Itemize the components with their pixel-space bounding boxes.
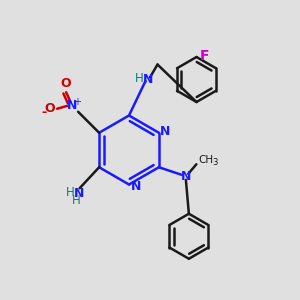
Text: -: -: [42, 106, 47, 119]
Text: H: H: [66, 186, 75, 199]
Text: CH: CH: [199, 155, 214, 165]
Text: N: N: [67, 99, 77, 112]
Text: H: H: [72, 194, 81, 207]
Text: F: F: [199, 49, 209, 62]
Text: N: N: [181, 170, 191, 183]
Text: N: N: [160, 125, 171, 138]
Text: +: +: [74, 97, 82, 107]
Text: N: N: [143, 73, 154, 86]
Text: H: H: [135, 72, 144, 85]
Text: N: N: [130, 179, 141, 193]
Text: O: O: [61, 77, 71, 90]
Text: N: N: [74, 187, 84, 200]
Text: 3: 3: [213, 158, 218, 167]
Text: O: O: [44, 102, 55, 115]
